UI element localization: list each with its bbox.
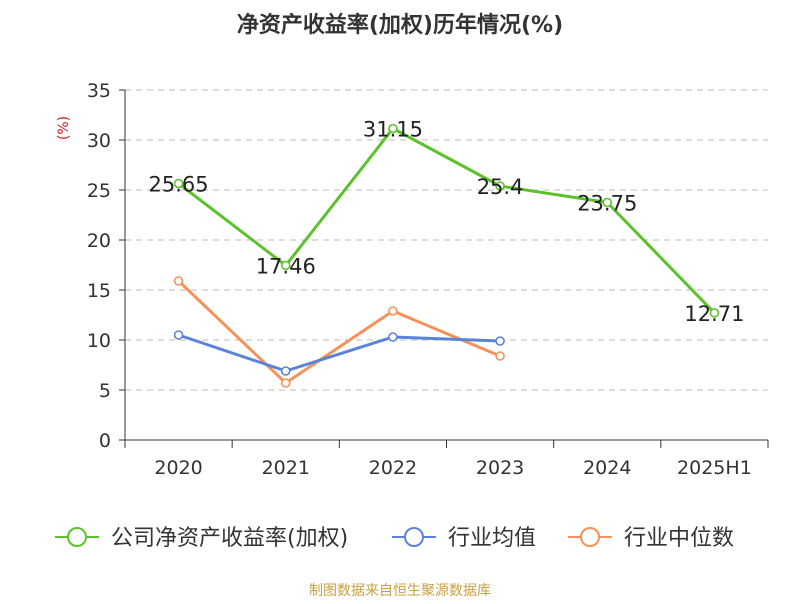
y-tick-label: 0 (99, 430, 111, 452)
data-point (173, 276, 184, 286)
source-note: 制图数据来自恒生聚源数据库 (309, 583, 491, 599)
data-point (388, 332, 398, 342)
data-label: 31.15 (363, 118, 423, 142)
data-point (495, 181, 505, 191)
y-tick-label: 35 (87, 80, 111, 102)
y-tick-label: 20 (87, 230, 111, 252)
series-0 (173, 123, 720, 318)
legend-item: 行业均值 (392, 526, 536, 551)
data-point (602, 197, 613, 208)
series-line (177, 127, 716, 314)
data-point (280, 366, 291, 376)
series-layer (173, 123, 720, 388)
data-point (280, 378, 291, 388)
x-tick-label: 2024 (583, 457, 631, 479)
legend: 公司净资产收益率(加权) 行业均值 行业中位数 (55, 526, 734, 551)
y-tick-label: 5 (99, 380, 111, 402)
series-1 (173, 330, 505, 376)
legend-marker (67, 527, 87, 547)
data-point (173, 178, 184, 189)
y-axis-label: (%) (56, 116, 72, 140)
x-tick-label: 2022 (369, 457, 417, 479)
data-labels: 25.65 17.46 31.15 25.4 23.75 12.71 (149, 118, 745, 326)
x-tick-label: 2025H1 (677, 457, 752, 479)
data-label: 23.75 (577, 192, 637, 216)
data-label: 25.65 (149, 173, 209, 197)
legend-marker (580, 527, 600, 547)
legend-marker (404, 527, 424, 547)
data-label: 12.71 (684, 302, 744, 326)
series-line (178, 333, 501, 373)
x-tick-label: 2021 (262, 457, 310, 479)
data-point (173, 330, 184, 340)
y-tick-label: 15 (87, 280, 111, 302)
x-tick-label: 2023 (476, 457, 524, 479)
data-point (495, 336, 505, 346)
axes: 0 5 10 15 20 25 30 35 2020 2021 2022 2023 2024 2025H1 (87, 80, 769, 479)
series-line (177, 279, 501, 385)
legend-item: 公司净资产收益率(加权) (55, 526, 348, 551)
data-label: 17.46 (256, 254, 316, 278)
chart-title: 净资产收益率(加权)历年情况(%) (237, 12, 563, 38)
legend-label: 行业中位数 (624, 526, 734, 551)
legend-label: 公司净资产收益率(加权) (111, 526, 348, 551)
data-point (495, 351, 505, 361)
series-2 (173, 276, 505, 388)
y-tick-label: 10 (87, 330, 111, 352)
data-label: 25.4 (477, 175, 524, 199)
grid-lines (125, 89, 768, 391)
data-point (709, 308, 720, 318)
data-point (280, 260, 291, 271)
y-tick-label: 30 (87, 130, 111, 152)
legend-item: 行业中位数 (568, 526, 734, 551)
data-point (388, 123, 398, 134)
data-point (388, 306, 398, 316)
legend-label: 行业均值 (448, 526, 536, 551)
y-tick-label: 25 (87, 180, 111, 202)
x-tick-label: 2020 (154, 457, 202, 479)
